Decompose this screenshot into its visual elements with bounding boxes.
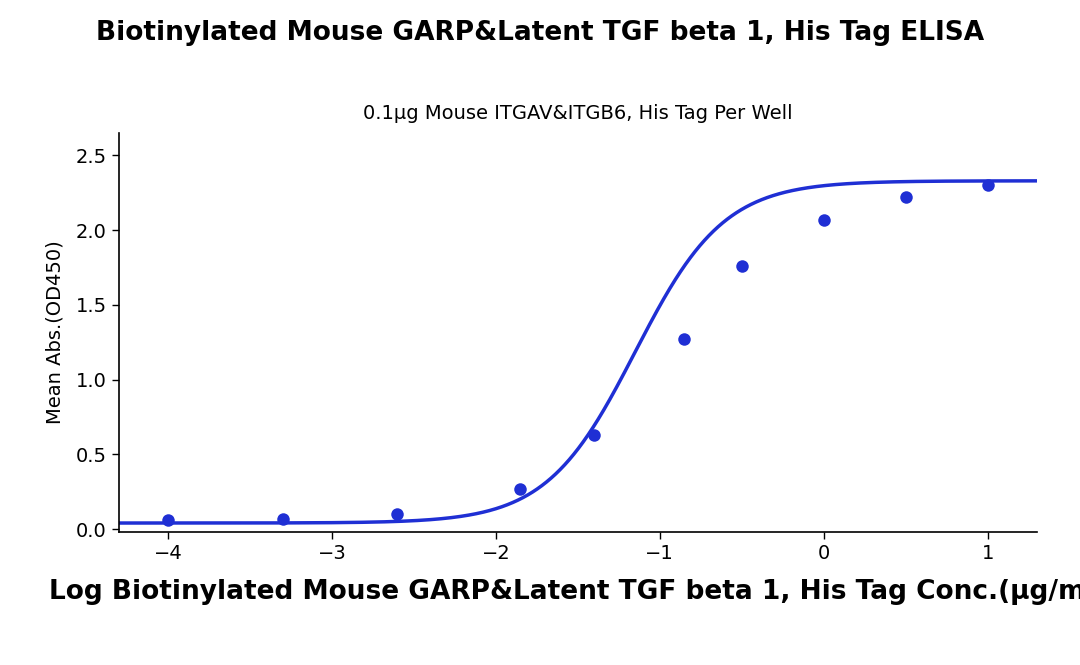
Text: Biotinylated Mouse GARP&Latent TGF beta 1, His Tag ELISA: Biotinylated Mouse GARP&Latent TGF beta … (96, 20, 984, 46)
X-axis label: Log Biotinylated Mouse GARP&Latent TGF beta 1, His Tag Conc.(μg/ml): Log Biotinylated Mouse GARP&Latent TGF b… (49, 579, 1080, 605)
Title: 0.1μg Mouse ITGAV&ITGB6, His Tag Per Well: 0.1μg Mouse ITGAV&ITGB6, His Tag Per Wel… (363, 104, 793, 123)
Y-axis label: Mean Abs.(OD450): Mean Abs.(OD450) (45, 241, 65, 424)
